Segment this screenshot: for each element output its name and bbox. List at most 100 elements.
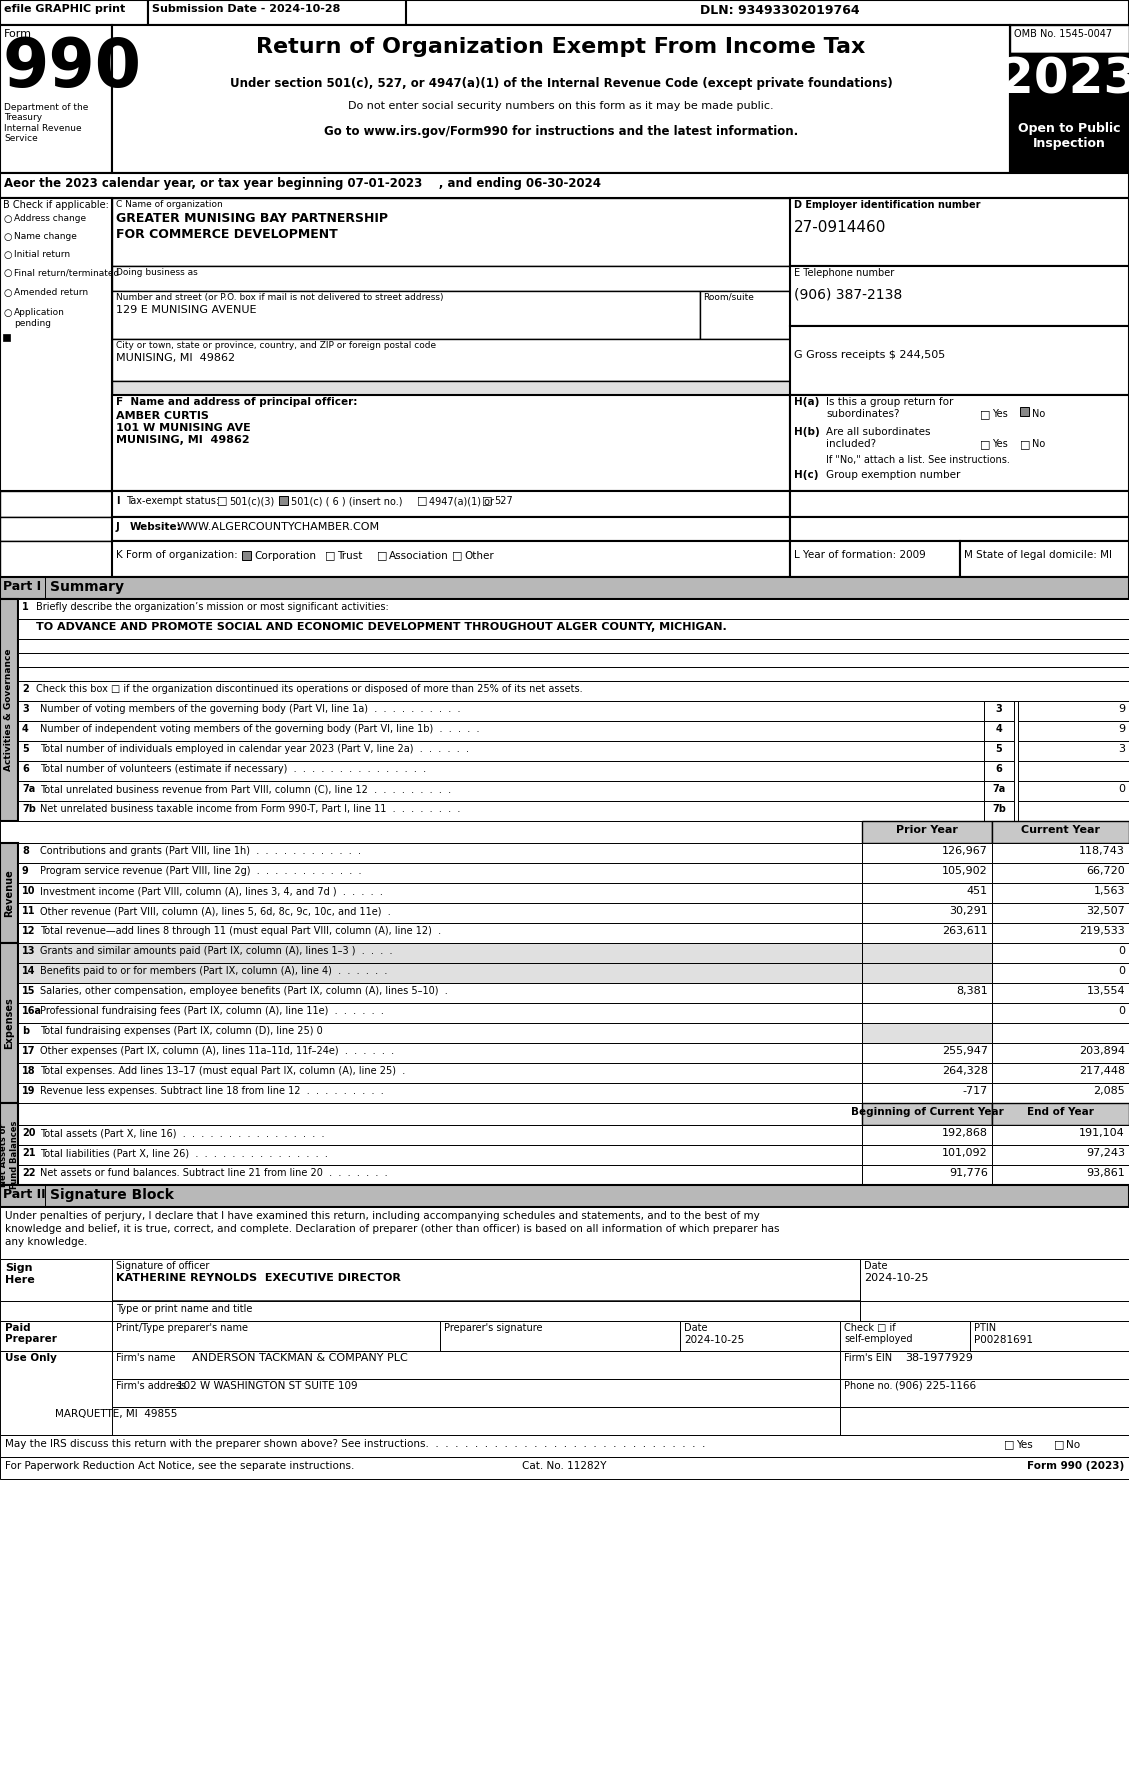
Bar <box>1010 25 1129 173</box>
Text: Form: Form <box>5 28 32 39</box>
Bar <box>992 864 1129 883</box>
Text: Total number of individuals employed in calendar year 2023 (Part V, line 2a)  . : Total number of individuals employed in … <box>40 743 469 754</box>
Text: Current Year: Current Year <box>1021 825 1100 835</box>
Bar <box>1018 761 1129 781</box>
Text: Name change: Name change <box>14 231 77 240</box>
Text: Total liabilities (Part X, line 26)  .  .  .  .  .  .  .  .  .  .  .  .  .  .  .: Total liabilities (Part X, line 26) . . … <box>40 1148 327 1158</box>
Text: J: J <box>116 523 120 532</box>
Bar <box>863 864 992 883</box>
Text: Benefits paid to or for members (Part IX, column (A), line 4)  .  .  .  .  .  .: Benefits paid to or for members (Part IX… <box>40 966 387 977</box>
Text: 7b: 7b <box>992 804 1006 814</box>
Text: □: □ <box>980 440 990 449</box>
Bar <box>0 1321 1129 1351</box>
Bar <box>970 1321 1129 1351</box>
Bar <box>0 0 1129 25</box>
Text: subordinates?: subordinates? <box>826 410 900 419</box>
Text: 21: 21 <box>21 1148 35 1158</box>
Bar <box>680 1321 840 1351</box>
Text: GREATER MUNISING BAY PARTNERSHIP: GREATER MUNISING BAY PARTNERSHIP <box>116 212 388 224</box>
Bar <box>112 1259 860 1302</box>
Text: Initial return: Initial return <box>14 251 70 260</box>
Text: Room/suite: Room/suite <box>703 293 754 302</box>
Text: Corporation: Corporation <box>254 551 316 562</box>
Text: ○: ○ <box>3 268 11 277</box>
Text: MUNISING, MI  49862: MUNISING, MI 49862 <box>116 434 250 445</box>
Bar <box>0 1302 1129 1321</box>
Text: Address change: Address change <box>14 214 86 223</box>
Bar <box>960 540 1129 577</box>
Bar <box>0 821 863 842</box>
Text: MUNISING, MI  49862: MUNISING, MI 49862 <box>116 353 235 364</box>
Bar <box>992 883 1129 902</box>
Text: 7a: 7a <box>992 784 1006 795</box>
Bar <box>18 1023 863 1044</box>
Text: Signature Block: Signature Block <box>50 1189 174 1203</box>
Bar <box>0 1104 18 1185</box>
Bar <box>18 761 984 781</box>
Text: Website:: Website: <box>130 523 182 532</box>
Text: 3: 3 <box>21 705 28 713</box>
Bar <box>0 1185 1129 1206</box>
Text: □: □ <box>1004 1439 1015 1448</box>
Text: KATHERINE REYNOLDS  EXECUTIVE DIRECTOR: KATHERINE REYNOLDS EXECUTIVE DIRECTOR <box>116 1273 401 1284</box>
Text: 501(c) ( 6 ) (insert no.): 501(c) ( 6 ) (insert no.) <box>291 496 403 507</box>
Text: No: No <box>1032 440 1045 449</box>
Text: 5: 5 <box>996 743 1003 754</box>
Text: May the IRS discuss this return with the preparer shown above? See instructions.: May the IRS discuss this return with the… <box>5 1439 706 1448</box>
Bar <box>112 1321 440 1351</box>
Text: Paid: Paid <box>5 1323 30 1333</box>
Bar <box>112 540 790 577</box>
Bar <box>112 517 790 540</box>
Bar <box>0 0 148 25</box>
Text: I: I <box>116 496 120 507</box>
Text: 15: 15 <box>21 985 35 996</box>
Bar <box>984 742 1014 761</box>
Text: Do not enter social security numbers on this form as it may be made public.: Do not enter social security numbers on … <box>348 101 773 111</box>
Bar <box>860 1302 1129 1321</box>
Text: 2024-10-25: 2024-10-25 <box>684 1335 744 1346</box>
Text: Under section 501(c), 527, or 4947(a)(1) of the Internal Revenue Code (except pr: Under section 501(c), 527, or 4947(a)(1)… <box>229 78 892 90</box>
Text: Other revenue (Part VIII, column (A), lines 5, 6d, 8c, 9c, 10c, and 11e)  .: Other revenue (Part VIII, column (A), li… <box>40 906 391 917</box>
Text: 105,902: 105,902 <box>943 865 988 876</box>
Bar <box>863 1023 992 1044</box>
Bar <box>18 1166 863 1185</box>
Text: 66,720: 66,720 <box>1086 865 1124 876</box>
Bar <box>112 491 790 517</box>
Text: 2: 2 <box>21 683 28 694</box>
Text: 3: 3 <box>1118 743 1124 754</box>
Bar <box>1018 701 1129 721</box>
Text: Check this box □ if the organization discontinued its operations or disposed of : Check this box □ if the organization dis… <box>36 683 583 694</box>
Text: □: □ <box>1054 1439 1065 1448</box>
Text: 2023: 2023 <box>999 55 1129 102</box>
Text: 126,967: 126,967 <box>942 846 988 857</box>
Text: 18: 18 <box>21 1067 36 1075</box>
Bar <box>992 1144 1129 1166</box>
Text: Prior Year: Prior Year <box>896 825 957 835</box>
Text: 118,743: 118,743 <box>1079 846 1124 857</box>
Text: F  Name and address of principal officer:: F Name and address of principal officer: <box>116 397 358 406</box>
Bar <box>242 551 251 560</box>
Bar <box>0 842 18 943</box>
Text: (906) 387-2138: (906) 387-2138 <box>794 288 902 302</box>
Text: Firm's address: Firm's address <box>116 1381 186 1392</box>
Bar <box>0 1457 1129 1478</box>
Text: ○: ○ <box>3 307 11 318</box>
Bar <box>0 599 18 821</box>
Text: 217,448: 217,448 <box>1079 1067 1124 1075</box>
Text: Yes: Yes <box>992 440 1008 449</box>
Bar <box>148 0 406 25</box>
Text: No: No <box>1032 410 1045 419</box>
Text: Number of voting members of the governing body (Part VI, line 1a)  .  .  .  .  .: Number of voting members of the governin… <box>40 705 461 713</box>
Bar <box>863 902 992 924</box>
Bar <box>992 1104 1129 1125</box>
Text: Yes: Yes <box>1016 1439 1033 1450</box>
Bar <box>18 984 863 1003</box>
Text: 0: 0 <box>1118 966 1124 977</box>
Bar <box>112 1302 860 1321</box>
Text: Aeor the 2023 calendar year, or tax year beginning 07-01-2023    , and ending 06: Aeor the 2023 calendar year, or tax year… <box>5 177 601 191</box>
Text: Beginning of Current Year: Beginning of Current Year <box>850 1107 1004 1118</box>
Bar <box>984 781 1014 802</box>
Text: Total fundraising expenses (Part IX, column (D), line 25) 0: Total fundraising expenses (Part IX, col… <box>40 1026 323 1037</box>
Text: Yes: Yes <box>992 410 1008 419</box>
Bar <box>840 1379 1129 1408</box>
